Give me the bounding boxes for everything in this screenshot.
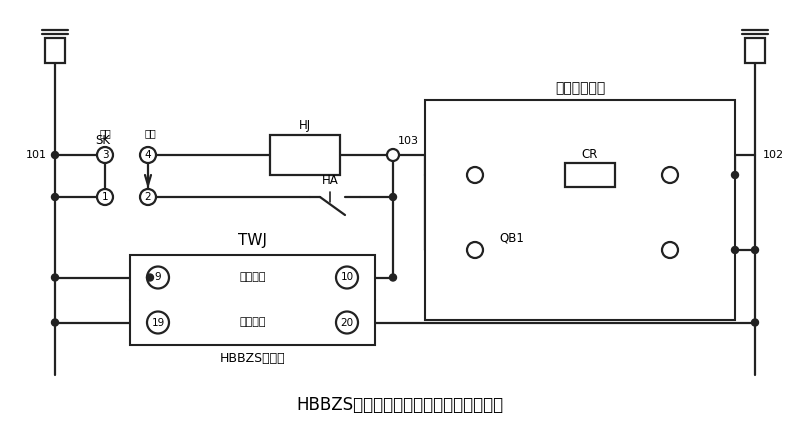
Circle shape (336, 311, 358, 333)
Text: 9: 9 (154, 273, 162, 282)
Text: QB1: QB1 (499, 232, 525, 244)
Text: TWJ: TWJ (238, 233, 267, 249)
Circle shape (51, 194, 58, 200)
Text: 10: 10 (341, 273, 354, 282)
Circle shape (390, 194, 397, 200)
Circle shape (140, 189, 156, 205)
Circle shape (147, 311, 169, 333)
Text: 4: 4 (145, 150, 151, 160)
Circle shape (140, 147, 156, 163)
Bar (270, 135, 340, 175)
Circle shape (731, 246, 738, 254)
Text: 102: 102 (763, 150, 784, 160)
Text: HBBZS继电器在合闸回路使用参考接线图: HBBZS继电器在合闸回路使用参考接线图 (297, 396, 503, 414)
Circle shape (467, 242, 483, 258)
Text: 工作线圈: 工作线圈 (239, 273, 266, 282)
Circle shape (387, 149, 399, 161)
Text: 2: 2 (145, 192, 151, 202)
Text: 101: 101 (26, 150, 47, 160)
Circle shape (147, 267, 169, 289)
Circle shape (662, 167, 678, 183)
Text: 现地: 现地 (99, 128, 111, 138)
Text: 3: 3 (102, 150, 108, 160)
Circle shape (146, 274, 154, 281)
Circle shape (731, 171, 738, 179)
Text: 辅助电源: 辅助电源 (239, 317, 266, 327)
Circle shape (662, 242, 678, 258)
Text: HA: HA (322, 173, 338, 187)
Bar (130, 255, 375, 345)
Text: 19: 19 (151, 317, 165, 327)
Text: HBBZS继电器: HBBZS继电器 (220, 352, 286, 365)
Circle shape (51, 319, 58, 326)
Circle shape (751, 319, 758, 326)
Text: 20: 20 (341, 317, 354, 327)
Circle shape (467, 167, 483, 183)
Text: 远方: 远方 (144, 128, 156, 138)
Circle shape (97, 147, 113, 163)
Bar (565, 163, 615, 187)
Bar (45, 38, 65, 63)
Circle shape (51, 274, 58, 281)
Text: SK: SK (95, 135, 110, 148)
Circle shape (97, 189, 113, 205)
Text: HJ: HJ (299, 119, 311, 133)
Bar (745, 38, 765, 63)
Text: CR: CR (582, 148, 598, 160)
Circle shape (51, 151, 58, 159)
Circle shape (336, 267, 358, 289)
Text: 103: 103 (398, 136, 419, 146)
Text: 1: 1 (102, 192, 108, 202)
Circle shape (751, 246, 758, 254)
Text: 开关内部接线: 开关内部接线 (555, 81, 605, 95)
Bar (425, 100, 735, 320)
Circle shape (390, 274, 397, 281)
